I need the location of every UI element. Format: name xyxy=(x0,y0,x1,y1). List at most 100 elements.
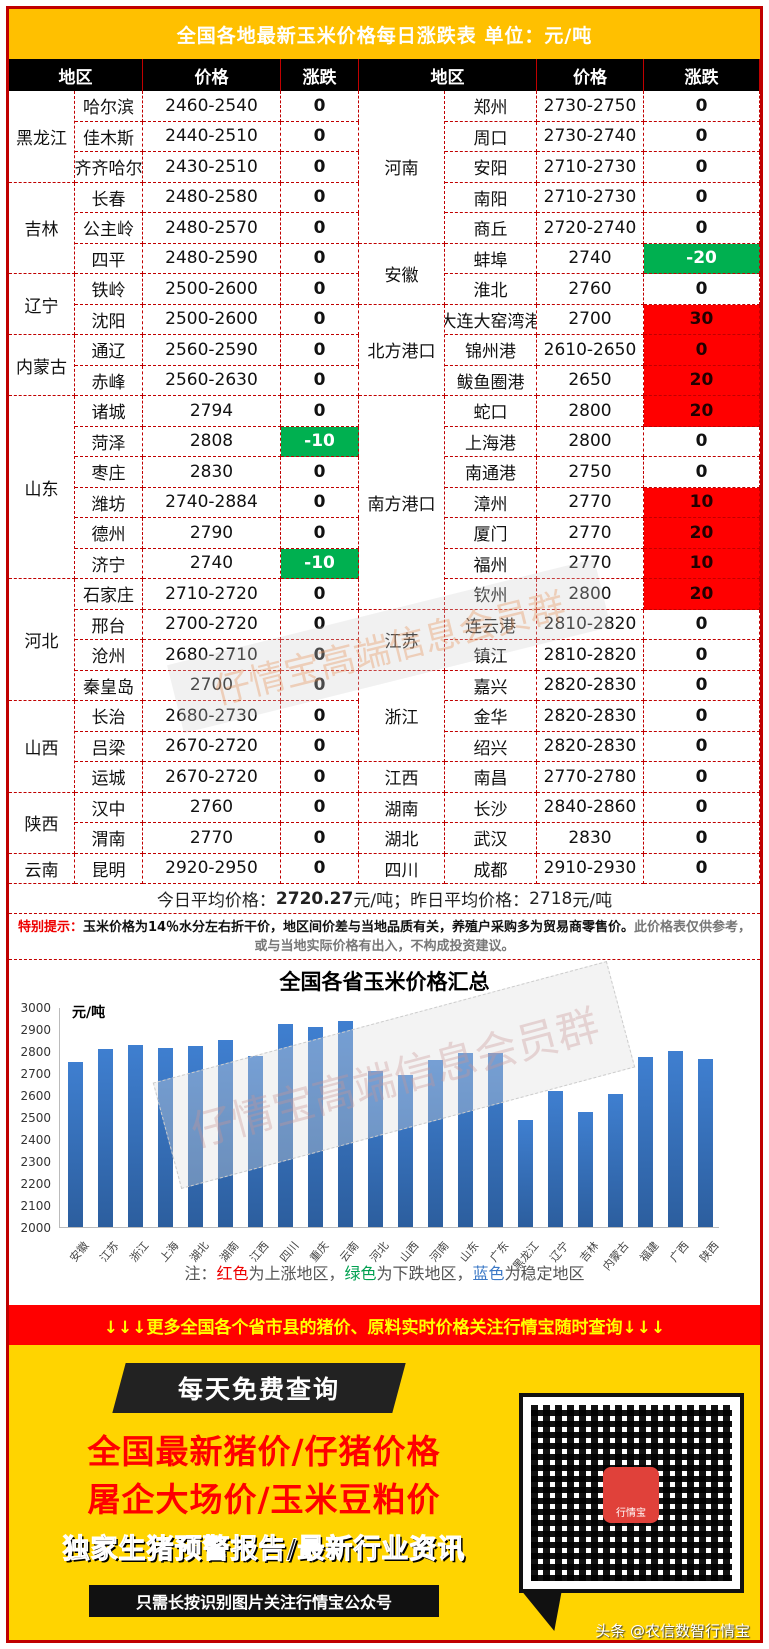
city-cell: 成都 xyxy=(445,853,537,884)
change-cell: 0 xyxy=(281,731,359,762)
change-cell: 0 xyxy=(644,213,760,244)
change-cell: 10 xyxy=(644,548,760,579)
price-cell: 2760 xyxy=(537,274,644,305)
city-cell: 商丘 xyxy=(445,213,537,244)
city-cell: 长沙 xyxy=(445,792,537,823)
price-cell: 2820-2830 xyxy=(537,701,644,732)
city-cell: 公主岭 xyxy=(75,213,143,244)
notice-text: 玉米价格为14％水分左右折干价，地区间价差与当地品质有关，养殖户采购多为贸易商零… xyxy=(82,920,635,935)
province-cell: 吉林 xyxy=(9,182,75,274)
change-cell: 0 xyxy=(281,121,359,152)
unit: 元/吨 xyxy=(572,891,613,911)
city-cell: 济宁 xyxy=(75,548,143,579)
city-cell: 武汉 xyxy=(445,823,537,854)
change-cell: 0 xyxy=(644,823,760,854)
change-cell: 20 xyxy=(644,365,760,396)
price-cell: 2720-2740 xyxy=(537,213,644,244)
change-cell: 0 xyxy=(281,518,359,549)
price-cell: 2770-2780 xyxy=(537,762,644,793)
change-cell: 0 xyxy=(644,91,760,122)
price-cell: 2740 xyxy=(537,243,644,274)
price-cell: 2800 xyxy=(537,396,644,427)
price-cell: 2910-2930 xyxy=(537,853,644,884)
price-cell: 2730-2740 xyxy=(537,121,644,152)
city-cell: 长治 xyxy=(75,701,143,732)
promo-cta: 只需长按识别图片关注行情宝公众号 xyxy=(89,1585,439,1617)
price-cell: 2794 xyxy=(143,396,281,427)
change-cell: 0 xyxy=(644,609,760,640)
change-cell: 0 xyxy=(281,152,359,183)
city-cell: 运城 xyxy=(75,762,143,793)
price-cell: 2670-2720 xyxy=(143,731,281,762)
change-cell: 0 xyxy=(644,457,760,488)
change-cell: 0 xyxy=(644,640,760,671)
price-sheet: 全国各地最新玉米价格每日涨跌表 单位：元/吨 地区 价格 涨跌 地区 价格 涨跌… xyxy=(6,6,763,1643)
price-cell: 2830 xyxy=(537,823,644,854)
price-cell: 2800 xyxy=(537,426,644,457)
qr-code[interactable]: 行情宝 xyxy=(519,1393,744,1593)
plot-area xyxy=(59,1008,719,1228)
city-cell: 上海港 xyxy=(445,426,537,457)
city-cell: 长春 xyxy=(75,182,143,213)
city-cell: 昆明 xyxy=(75,853,143,884)
province-cell: 湖南 xyxy=(359,792,445,823)
change-cell: 20 xyxy=(644,396,760,427)
city-cell: 郑州 xyxy=(445,91,537,122)
change-cell: 0 xyxy=(644,152,760,183)
province-cell: 安徽 xyxy=(359,243,445,305)
change-cell: 0 xyxy=(281,182,359,213)
price-cell: 2500-2600 xyxy=(143,304,281,335)
col-change-left: 涨跌 xyxy=(281,59,359,91)
right-table: 河南 郑州 2730-2750 0 周口 2730-2740 0 安阳 2710-2730 0 南阳… xyxy=(359,91,760,884)
price-cell: 2710-2730 xyxy=(537,182,644,213)
y-tick-label: 2100 xyxy=(20,1199,51,1213)
change-cell: 0 xyxy=(281,304,359,335)
price-cell: 2700 xyxy=(143,670,281,701)
city-cell: 诸城 xyxy=(75,396,143,427)
province-cell: 河北 xyxy=(9,579,75,701)
bar-浙江 xyxy=(127,1045,143,1227)
change-cell: 0 xyxy=(281,274,359,305)
province-cell: 山东 xyxy=(9,396,75,579)
today-avg-value: 2720.27 xyxy=(275,888,354,909)
city-cell: 沈阳 xyxy=(75,304,143,335)
city-cell: 大连大窑湾港 xyxy=(445,304,537,335)
price-cell: 2800 xyxy=(537,579,644,610)
price-cell: 2790 xyxy=(143,518,281,549)
price-table: 黑龙江 哈尔滨 2460-2540 0 佳木斯 2440-2510 0 齐齐哈尔 2430-25… xyxy=(9,91,760,884)
promo-section: 每天免费查询 全国最新猪价/仔猪价格 屠企大场价/玉米豆粕价 独家生猪预警报告/… xyxy=(9,1345,760,1640)
price-cell: 2500-2600 xyxy=(143,274,281,305)
bar-黑龙江 xyxy=(517,1119,533,1227)
note-prefix: 注： xyxy=(184,1264,217,1283)
follow-banner: ↓↓↓更多全国各个省市县的猪价、原料实时价格关注行情宝随时查询↓↓↓ xyxy=(9,1305,760,1345)
city-cell: 渭南 xyxy=(75,823,143,854)
bar-山东 xyxy=(457,1053,473,1227)
province-cell: 内蒙古 xyxy=(9,335,75,396)
bar-福建 xyxy=(637,1057,653,1227)
price-cell: 2480-2570 xyxy=(143,213,281,244)
province-cell: 北方港口 xyxy=(359,304,445,396)
price-chart: 全国各省玉米价格汇总 元/吨 2000 2100 2200 2300 2400 2500 2… xyxy=(9,960,760,1305)
price-cell: 2650 xyxy=(537,365,644,396)
change-cell: 0 xyxy=(281,487,359,518)
city-cell: 金华 xyxy=(445,701,537,732)
change-cell: 0 xyxy=(281,335,359,366)
change-cell: 0 xyxy=(644,274,760,305)
change-cell: 0 xyxy=(281,396,359,427)
y-tick-label: 3000 xyxy=(20,1001,51,1015)
city-cell: 潍坊 xyxy=(75,487,143,518)
city-cell: 南昌 xyxy=(445,762,537,793)
price-cell: 2440-2510 xyxy=(143,121,281,152)
price-cell: 2710-2720 xyxy=(143,579,281,610)
price-cell: 2740-2884 xyxy=(143,487,281,518)
province-cell: 南方港口 xyxy=(359,396,445,610)
city-cell: 蚌埠 xyxy=(445,243,537,274)
change-cell: 0 xyxy=(644,426,760,457)
change-cell: 0 xyxy=(281,640,359,671)
city-cell: 连云港 xyxy=(445,609,537,640)
province-cell: 江苏 xyxy=(359,609,445,671)
city-cell: 嘉兴 xyxy=(445,670,537,701)
province-cell: 黑龙江 xyxy=(9,91,75,183)
col-region-left: 地区 xyxy=(9,59,143,91)
price-cell: 2710-2730 xyxy=(537,152,644,183)
